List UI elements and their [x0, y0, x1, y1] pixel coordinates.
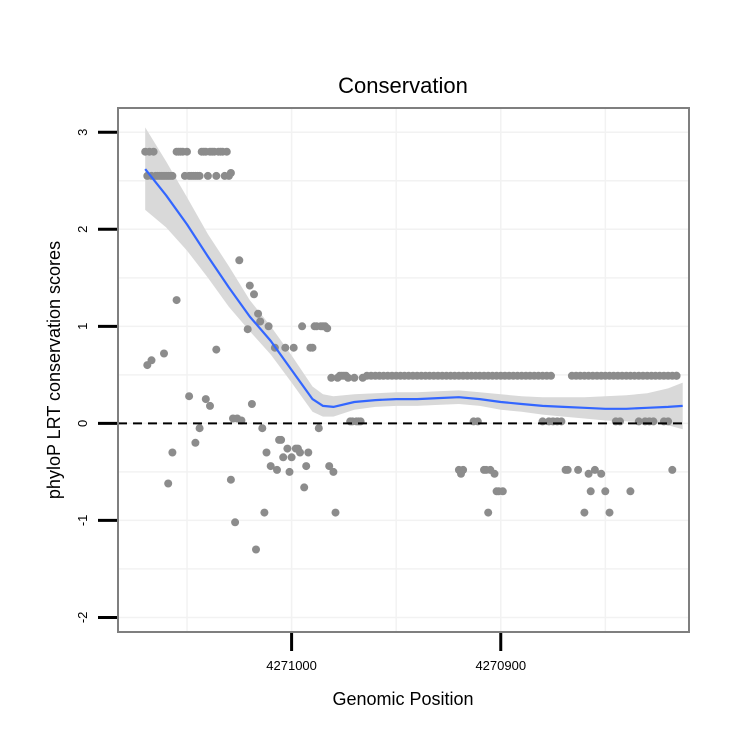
- data-point: [605, 508, 614, 517]
- data-point: [287, 453, 296, 462]
- data-point: [226, 169, 235, 177]
- data-point: [195, 424, 204, 433]
- data-point: [601, 487, 610, 496]
- data-point: [302, 462, 311, 471]
- data-point: [574, 465, 583, 474]
- data-point: [191, 438, 200, 447]
- data-point: [459, 465, 468, 474]
- data-point: [314, 424, 323, 433]
- data-point: [285, 467, 294, 476]
- data-point: [498, 487, 507, 496]
- data-point: [203, 171, 212, 180]
- data-point: [247, 400, 256, 408]
- x-tick-label: 4271000: [266, 658, 317, 673]
- y-tick-label: 1: [75, 323, 90, 330]
- x-axis-label: Genomic Position: [332, 689, 473, 709]
- y-axis-label: phyloP LRT conservation scores: [44, 241, 64, 499]
- data-point: [626, 487, 635, 496]
- data-point: [260, 508, 269, 517]
- data-point: [323, 324, 332, 333]
- data-point: [185, 392, 194, 401]
- data-point: [304, 448, 313, 457]
- data-point: [235, 256, 244, 265]
- data-point: [243, 325, 252, 334]
- x-tick-label: 4270900: [475, 658, 526, 673]
- data-point: [250, 290, 258, 299]
- data-point: [222, 147, 231, 156]
- data-point: [256, 317, 265, 326]
- data-point: [597, 469, 606, 478]
- data-point: [164, 479, 173, 488]
- data-point: [231, 518, 240, 527]
- smooth-line: [144, 168, 683, 410]
- data-point: [273, 465, 281, 474]
- y-tick-label: 0: [75, 420, 90, 427]
- data-point: [252, 545, 260, 554]
- data-point: [289, 343, 298, 352]
- line-layer: [118, 168, 689, 425]
- data-point: [262, 448, 271, 457]
- y-tick-label: 3: [75, 129, 90, 136]
- data-point: [484, 508, 493, 517]
- data-point: [226, 475, 235, 484]
- data-point: [329, 467, 338, 476]
- data-point: [344, 373, 353, 382]
- y-tick-label: 2: [75, 226, 90, 233]
- axes-layer: -2 -1 0 1 2 3 4271000 4270900: [75, 129, 526, 673]
- data-point: [672, 371, 681, 380]
- y-tick-label: -1: [75, 515, 90, 527]
- data-point: [300, 483, 309, 492]
- data-point: [580, 508, 589, 517]
- data-point: [590, 465, 599, 474]
- data-point: [172, 296, 181, 305]
- data-point: [547, 371, 555, 380]
- data-point: [264, 322, 273, 331]
- data-point: [212, 171, 221, 180]
- data-point: [258, 424, 267, 433]
- panel-border: [117, 107, 690, 633]
- data-point: [266, 462, 275, 471]
- data-point: [212, 345, 221, 354]
- data-point: [563, 465, 572, 474]
- data-point: [327, 373, 336, 382]
- data-point: [254, 309, 263, 318]
- data-point: [183, 147, 191, 156]
- data-point: [490, 469, 499, 478]
- data-point: [668, 465, 677, 474]
- data-point: [168, 171, 177, 180]
- data-point: [245, 281, 254, 290]
- data-point: [586, 487, 595, 496]
- data-point: [201, 395, 210, 404]
- y-tick-label: -2: [75, 612, 90, 624]
- data-point: [296, 448, 304, 457]
- data-point: [283, 444, 292, 453]
- data-point: [325, 462, 334, 471]
- data-point: [584, 469, 593, 478]
- data-point: [168, 448, 177, 457]
- data-point: [350, 373, 359, 382]
- data-point: [149, 147, 158, 156]
- data-point: [308, 343, 317, 352]
- data-point: [160, 349, 168, 358]
- chart-title: Conservation: [338, 73, 468, 98]
- data-point: [206, 401, 214, 410]
- data-point: [331, 508, 340, 517]
- data-point: [298, 322, 307, 331]
- data-point: [281, 343, 290, 352]
- data-point: [277, 435, 286, 444]
- data-point: [195, 171, 204, 180]
- data-point: [279, 453, 288, 462]
- data-point: [147, 356, 156, 365]
